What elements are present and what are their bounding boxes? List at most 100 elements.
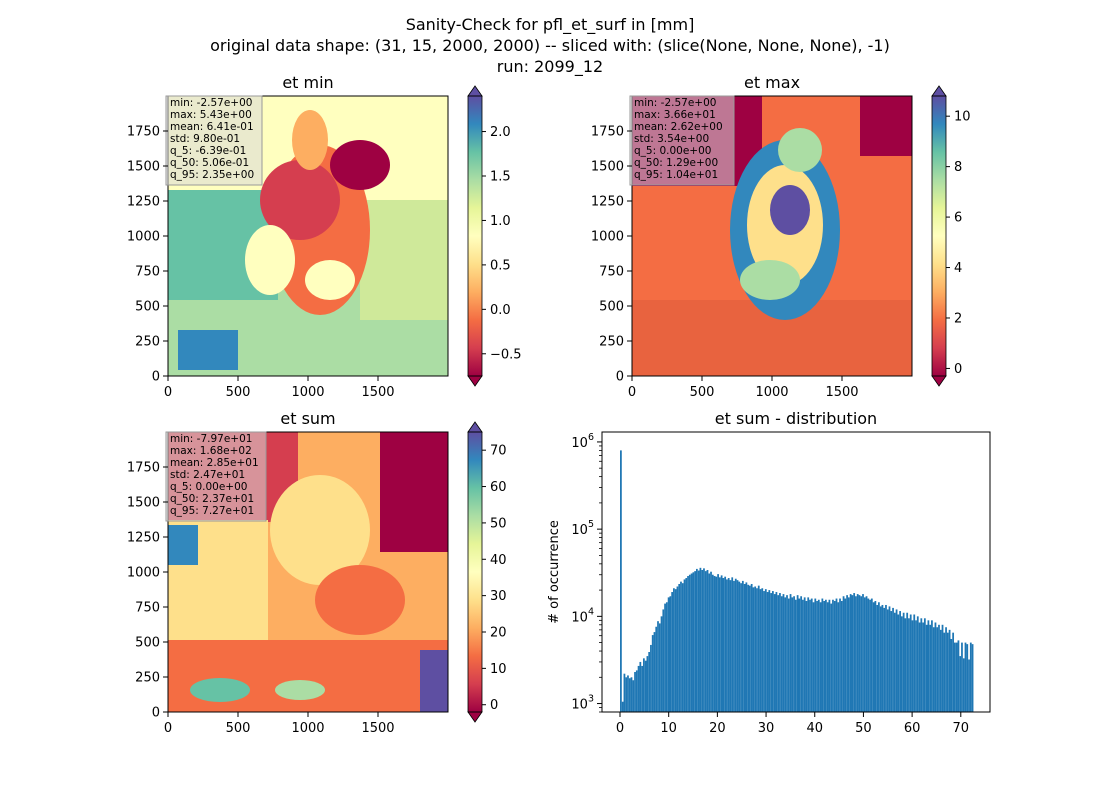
- histogram-bar: [697, 570, 700, 712]
- histogram-bar: [943, 632, 946, 712]
- histogram-bar: [858, 595, 861, 712]
- stat-line: mean: 6.41e-01: [170, 121, 254, 133]
- histogram-bar: [754, 586, 757, 712]
- y-tick-label: 1750: [127, 461, 160, 476]
- colorbar-extend-max: [931, 85, 947, 97]
- colorbar-frame: [931, 95, 947, 377]
- colorbar-tick-label: 20: [490, 626, 507, 641]
- histogram-bar: [941, 624, 944, 712]
- panel-et-min: et min min: -2.57e+00 max: 5.43e+00 mean…: [127, 73, 522, 400]
- colorbar-tick-label: 30: [490, 589, 507, 604]
- histogram-bar: [736, 580, 739, 712]
- colorbar-tick-label: 70: [490, 444, 507, 459]
- histogram-bar: [738, 581, 741, 712]
- y-tick-label: 1750: [591, 125, 624, 140]
- y-tick-label: 1250: [127, 531, 160, 546]
- x-tick-label: 0: [628, 385, 636, 400]
- histogram-bar: [832, 599, 834, 712]
- histogram-bar: [936, 627, 939, 712]
- y-tick-exponent: 4: [588, 606, 594, 617]
- histogram-bar: [687, 576, 689, 712]
- x-tick-label: 1500: [825, 385, 858, 400]
- histogram-bar: [816, 600, 818, 712]
- colorbar-frame: [467, 95, 483, 377]
- y-tick-label: 500: [135, 636, 160, 651]
- histogram-bar: [756, 588, 758, 712]
- histogram-bar: [893, 612, 896, 712]
- y-tick-label: 1250: [591, 195, 624, 210]
- histogram-bar: [957, 640, 960, 712]
- histogram-bar: [925, 624, 928, 712]
- y-tick-label: 0: [152, 370, 160, 385]
- histogram-bar: [869, 599, 871, 712]
- histogram-bar: [895, 609, 898, 712]
- histogram-bar: [909, 614, 912, 712]
- histogram-bar: [671, 592, 674, 712]
- y-tick-base: 10: [571, 610, 588, 625]
- x-axis: 0 500 1000 1500: [164, 376, 395, 400]
- histogram-bar: [962, 658, 965, 712]
- x-tick-label: 20: [709, 721, 726, 736]
- histogram-bar: [775, 592, 778, 712]
- histogram-bar: [655, 626, 658, 712]
- colorbar: 0 10 20 30 40 50 60 70: [467, 421, 507, 723]
- histogram-bar: [694, 571, 697, 712]
- histogram-bar: [931, 620, 933, 712]
- histogram-bar: [847, 597, 850, 712]
- histogram-bar: [865, 596, 868, 712]
- y-tick-label: 0: [616, 370, 624, 385]
- histogram-bar: [621, 701, 624, 712]
- y-tick-exponent: 3: [588, 694, 594, 705]
- colorbar-tick-label: 1.0: [490, 214, 511, 229]
- y-tick-label: 1250: [127, 195, 160, 210]
- stat-line: mean: 2.85e+01: [170, 457, 259, 469]
- x-tick-label: 500: [226, 385, 251, 400]
- histogram-bar: [623, 673, 626, 712]
- histogram-bar: [946, 632, 949, 712]
- x-axis: 0 10 20 30 40 50 60 70: [616, 712, 969, 736]
- histogram-bar: [826, 602, 829, 712]
- y-tick-label: 1000: [127, 566, 160, 581]
- colorbar-tick-label: 0.0: [490, 303, 511, 318]
- histogram-bar: [646, 656, 649, 712]
- histogram-bar: [641, 665, 643, 712]
- histogram-bar: [802, 599, 804, 712]
- histogram-bar: [821, 598, 824, 712]
- histogram-bar: [954, 642, 956, 712]
- histogram-bar: [900, 616, 903, 712]
- histogram-bar: [796, 595, 799, 712]
- figure-title-line-2: original data shape: (31, 15, 2000, 2000…: [210, 36, 890, 55]
- x-tick-label: 40: [806, 721, 823, 736]
- histogram-bar: [706, 569, 709, 712]
- x-axis: 0 500 1000 1500: [164, 712, 395, 736]
- histogram-bar: [874, 600, 877, 712]
- histogram-bar: [635, 670, 638, 712]
- y-axis: 0 250 500 750 1000 1250 1500 1750: [127, 125, 168, 385]
- histogram-bar: [842, 596, 845, 712]
- x-tick-label: 0: [616, 721, 624, 736]
- histogram-bar: [740, 583, 742, 712]
- histogram-bar: [812, 602, 815, 712]
- stat-line: q_95: 1.04e+01: [634, 169, 718, 181]
- histogram-bar: [950, 638, 953, 712]
- colorbar-tick-label: 4: [954, 261, 962, 276]
- histogram-bar: [741, 580, 744, 712]
- stat-line: q_95: 2.35e+00: [170, 169, 254, 181]
- stat-line: min: -7.97e+01: [170, 433, 252, 445]
- y-tick-label: 250: [135, 671, 160, 686]
- histogram-bar: [685, 578, 688, 712]
- histogram-bar: [771, 591, 774, 712]
- panel-title: et max: [744, 73, 800, 92]
- histogram-bar: [888, 606, 891, 712]
- panel-title: et sum - distribution: [715, 409, 877, 428]
- histogram-bar: [839, 598, 841, 712]
- histogram-bar: [743, 583, 746, 712]
- histogram-bar: [627, 675, 629, 712]
- colorbar-extend-max: [467, 421, 483, 433]
- histogram-bar: [637, 665, 640, 712]
- histogram-bar: [904, 618, 907, 712]
- colorbar-frame: [467, 431, 483, 713]
- stat-line: q_5: 0.00e+00: [170, 481, 247, 493]
- histogram-bar: [784, 597, 787, 712]
